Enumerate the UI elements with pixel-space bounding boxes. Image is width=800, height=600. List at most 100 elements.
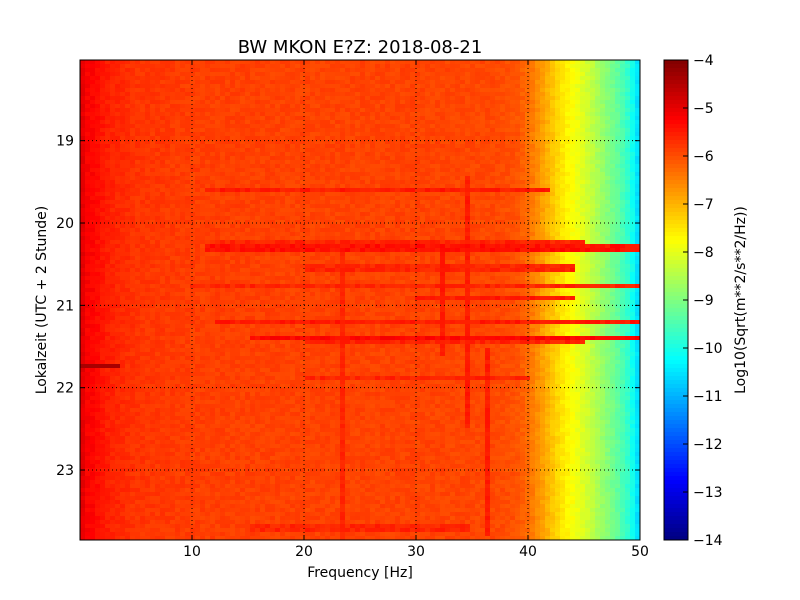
heatmap-cell — [185, 104, 191, 109]
heatmap-cell — [530, 136, 536, 141]
heatmap-cell — [305, 140, 311, 145]
heatmap-cell — [210, 120, 216, 125]
heatmap-cell — [610, 64, 616, 69]
heatmap-cell — [295, 180, 301, 185]
heatmap-cell — [595, 112, 601, 117]
heatmap-cell — [160, 80, 166, 85]
heatmap-cell — [80, 192, 86, 197]
heatmap-cell — [345, 104, 351, 109]
heatmap-cell — [390, 192, 396, 197]
heatmap-cell — [425, 136, 431, 141]
heatmap-cell — [110, 68, 116, 73]
heatmap-cell — [300, 180, 306, 185]
heatmap-cell — [160, 184, 166, 189]
heatmap-cell — [565, 144, 571, 149]
heatmap-cell — [170, 224, 176, 229]
heatmap-cell — [410, 60, 416, 65]
heatmap-cell — [430, 200, 436, 205]
heatmap-cell — [260, 88, 266, 93]
heatmap-cell — [375, 120, 381, 125]
heatmap-cell — [115, 228, 121, 233]
heatmap-cell — [495, 188, 501, 193]
heatmap-cell — [145, 224, 151, 229]
heatmap-cell — [335, 208, 341, 213]
heatmap-cell — [275, 128, 281, 133]
heatmap-cell — [465, 156, 471, 161]
heatmap-cell — [385, 220, 391, 225]
heatmap-cell — [275, 180, 281, 185]
heatmap-cell — [450, 80, 456, 85]
heatmap-cell — [490, 212, 496, 217]
heatmap-cell — [325, 100, 331, 105]
heatmap-cell — [145, 68, 151, 73]
heatmap-cell — [285, 212, 291, 217]
heatmap-cell — [575, 88, 581, 93]
heatmap-cell — [500, 200, 506, 205]
heatmap-cell — [280, 60, 286, 65]
heatmap-cell — [500, 108, 506, 113]
heatmap-cell — [410, 204, 416, 209]
heatmap-cell — [105, 156, 111, 161]
heatmap-cell — [115, 92, 121, 97]
heatmap-cell — [605, 112, 611, 117]
heatmap-cell — [590, 164, 596, 169]
heatmap-cell — [290, 180, 296, 185]
heatmap-cell — [580, 112, 586, 117]
heatmap-cell — [460, 84, 466, 89]
heatmap-cell — [500, 60, 506, 65]
heatmap-cell — [420, 184, 426, 189]
heatmap-cell — [180, 232, 186, 237]
heatmap-cell — [485, 60, 491, 65]
heatmap-cell — [470, 148, 476, 153]
heatmap-cell — [615, 128, 621, 133]
heatmap-cell — [370, 196, 376, 201]
heatmap-cell — [215, 124, 221, 129]
heatmap-cell — [340, 120, 346, 125]
heatmap-cell — [165, 88, 171, 93]
heatmap-cell — [140, 176, 146, 181]
heatmap-cell — [375, 136, 381, 141]
heatmap-cell — [490, 76, 496, 81]
heatmap-cell — [450, 64, 456, 69]
heatmap-cell — [240, 60, 246, 65]
heatmap-cell — [515, 228, 521, 233]
heatmap-cell — [410, 140, 416, 145]
heatmap-cell — [555, 104, 561, 109]
heatmap-cell — [350, 64, 356, 69]
heatmap-cell — [565, 152, 571, 157]
heatmap-cell — [575, 232, 581, 237]
heatmap-cell — [375, 152, 381, 157]
heatmap-cell — [100, 108, 106, 113]
heatmap-cell — [295, 108, 301, 113]
heatmap-cell — [135, 232, 141, 237]
heatmap-cell — [80, 184, 86, 189]
heatmap-cell — [450, 128, 456, 133]
heatmap-cell — [580, 228, 586, 233]
heatmap-cell — [180, 164, 186, 169]
heatmap-cell — [370, 124, 376, 129]
heatmap-cell — [445, 72, 451, 77]
heatmap-cell — [570, 96, 576, 101]
heatmap-cell — [260, 184, 266, 189]
heatmap-cell — [585, 104, 591, 109]
heatmap-cell — [525, 88, 531, 93]
heatmap-cell — [85, 112, 91, 117]
heatmap-cell — [270, 200, 276, 205]
heatmap-cell — [435, 204, 441, 209]
heatmap-cell — [370, 176, 376, 181]
heatmap-cell — [300, 228, 306, 233]
heatmap-cell — [80, 168, 86, 173]
heatmap-cell — [595, 96, 601, 101]
heatmap-cell — [190, 236, 196, 241]
heatmap-cell — [630, 220, 636, 225]
heatmap-cell — [250, 60, 256, 65]
heatmap-cell — [615, 232, 621, 237]
heatmap-cell — [370, 172, 376, 177]
heatmap-cell — [175, 60, 181, 65]
heatmap-cell — [540, 124, 546, 129]
heatmap-cell — [475, 208, 481, 213]
heatmap-cell — [555, 184, 561, 189]
heatmap-cell — [410, 192, 416, 197]
heatmap-cell — [155, 60, 161, 65]
heatmap-cell — [165, 136, 171, 141]
